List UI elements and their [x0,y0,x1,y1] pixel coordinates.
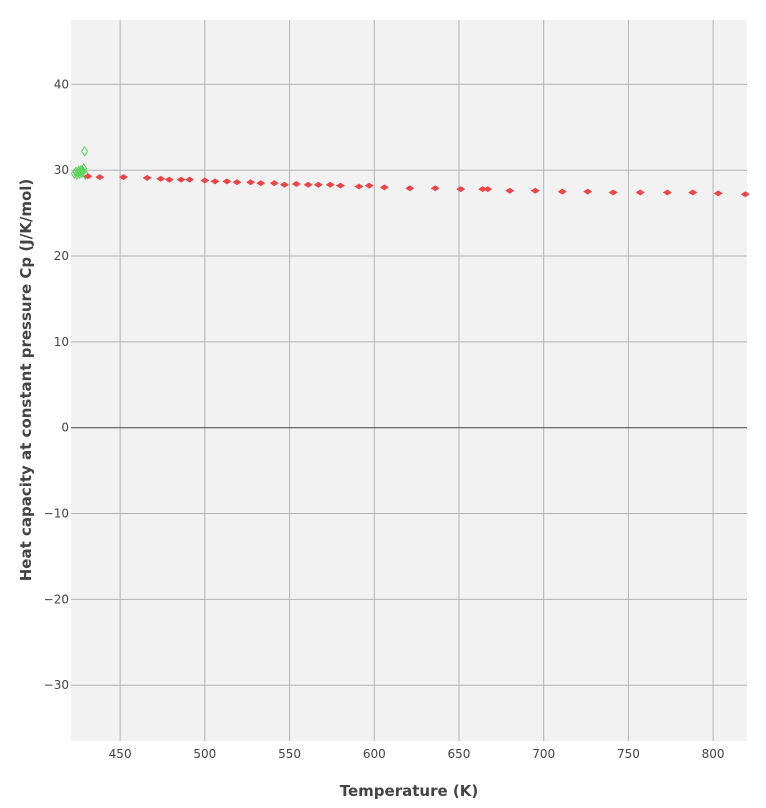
data-point [662,189,672,196]
x-tick-labels: 450 500 550 600 650 700 750 800 [109,747,725,761]
data-point [483,186,493,193]
data-point [713,190,723,197]
x-tick-label: 800 [702,747,725,761]
data-point [279,181,289,188]
data-point [354,183,364,190]
data-point [185,176,195,183]
y-tick-label: −10 [44,507,69,521]
data-point [222,178,232,185]
data-point [303,181,313,188]
data-points [70,145,750,198]
data-point [256,180,266,187]
data-point [583,188,593,195]
data-point [430,185,440,192]
data-point [80,145,89,157]
y-tick-label: 30 [54,163,69,177]
data-point [164,176,174,183]
data-point [269,180,279,187]
x-gridlines [119,20,714,741]
y-tick-label: 0 [61,421,69,435]
x-axis-title: Temperature (K) [340,782,478,800]
data-point [83,173,93,180]
data-point [313,181,323,188]
data-point [81,169,90,180]
x-tick-label: 700 [532,747,555,761]
data-point [635,189,645,196]
data-point [505,187,515,194]
x-tick-label: 550 [278,747,301,761]
data-point [379,184,389,191]
data-point [608,189,618,196]
data-point [95,174,105,181]
plot-background [71,20,747,741]
data-point [210,178,220,185]
data-point [557,188,567,195]
data-point [291,180,301,187]
x-tick-label: 500 [193,747,216,761]
data-point [200,177,210,184]
y-tick-labels: −30 −20 −10 0 10 20 30 40 [44,77,69,692]
data-point [688,189,698,196]
x-tick-label: 450 [109,747,132,761]
data-point [530,187,540,194]
data-point [232,179,242,186]
data-point [176,176,186,183]
x-tick-label: 750 [617,747,640,761]
y-tick-label: −20 [44,592,69,606]
data-point [142,174,152,181]
y-tick-label: 10 [54,335,69,349]
data-point [456,186,466,193]
data-point [246,179,256,186]
y-gridlines [71,83,747,686]
data-point [405,185,415,192]
data-point [478,186,488,193]
y-axis-title: Heat capacity at constant pressure Cp (J… [17,179,35,582]
x-tick-label: 650 [448,747,471,761]
data-point [156,175,166,182]
data-point [740,191,750,198]
x-tick-label: 600 [363,747,386,761]
data-point [119,174,129,181]
y-tick-label: −30 [44,678,69,692]
data-point [335,182,345,189]
data-point [364,182,374,189]
y-tick-label: 40 [54,77,69,91]
y-tick-label: 20 [54,249,69,263]
data-point [325,181,335,188]
data-point [77,164,85,176]
